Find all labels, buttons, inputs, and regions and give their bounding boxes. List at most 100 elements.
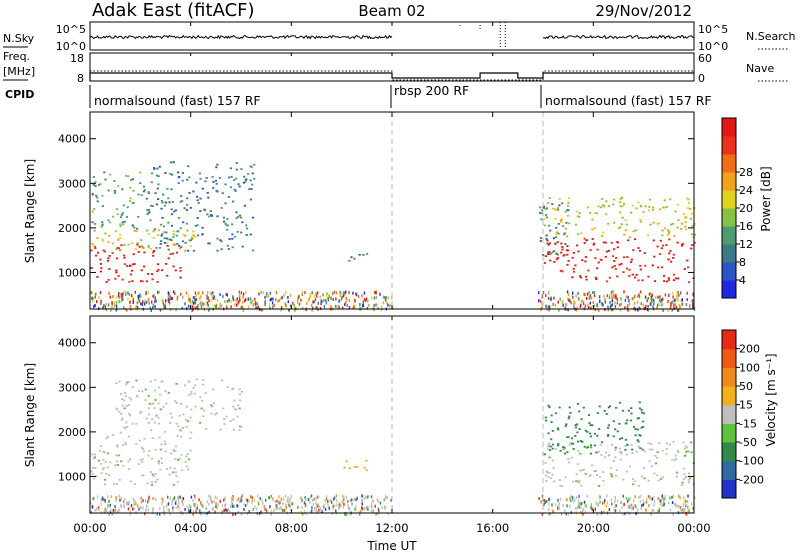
clutter-cell — [175, 499, 177, 503]
echo-cell — [126, 381, 129, 384]
echo-cell — [249, 233, 252, 236]
clutter-cell — [278, 299, 280, 303]
echo-cell — [547, 445, 550, 447]
echo-cell — [677, 451, 680, 454]
clutter-cell — [651, 508, 653, 512]
clutter-cell — [551, 503, 553, 507]
echo-cell — [106, 259, 110, 262]
echo-cell — [115, 208, 119, 210]
echo-cell — [143, 437, 146, 440]
clutter-cell — [91, 497, 94, 501]
echo-cell — [683, 447, 687, 450]
clutter-cell — [585, 504, 587, 508]
clutter-cell — [120, 505, 123, 509]
echo-cell — [647, 209, 650, 212]
clutter-cell — [338, 503, 341, 507]
clutter-cell — [280, 497, 283, 501]
clutter-cell — [269, 292, 271, 296]
echo-cell — [577, 250, 580, 253]
echo-cell — [610, 473, 613, 476]
echo-cell — [200, 407, 203, 410]
clutter-cell — [659, 502, 662, 506]
echo-cell — [172, 161, 175, 164]
echo-cell — [608, 405, 612, 408]
clutter-cell — [330, 296, 332, 300]
echo-cell — [146, 482, 149, 485]
echo-cell — [152, 475, 155, 477]
clutter-cell — [210, 299, 212, 303]
clutter-cell — [377, 507, 380, 511]
clutter-cell — [647, 308, 650, 312]
echo-cell — [569, 442, 572, 444]
clutter-cell — [576, 308, 578, 312]
echo-cell — [546, 471, 549, 474]
echo-cell — [137, 463, 140, 465]
echo-cell — [627, 409, 630, 412]
clutter-cell — [201, 504, 203, 508]
echo-cell — [147, 413, 151, 416]
echo-cell — [189, 416, 192, 419]
echo-cell — [658, 253, 662, 255]
clutter-cell — [366, 506, 368, 510]
clutter-cell — [231, 502, 234, 506]
echo-cell — [653, 280, 657, 282]
power-echo-region-2 — [91, 229, 196, 252]
echo-cell — [184, 241, 187, 244]
echo-cell — [668, 238, 671, 241]
echo-cell — [125, 405, 128, 407]
clutter-cell — [285, 291, 287, 294]
echo-cell — [95, 254, 98, 257]
echo-cell — [194, 384, 197, 387]
echo-cell — [623, 233, 626, 236]
echo-cell — [140, 446, 144, 449]
echo-cell — [101, 238, 104, 241]
echo-cell — [566, 263, 569, 266]
echo-cell — [164, 443, 167, 445]
echo-cell — [206, 213, 209, 216]
clutter-cell — [192, 301, 195, 305]
echo-cell — [139, 182, 142, 185]
power-colorbar-label: Power [dB] — [759, 166, 773, 231]
echo-cell — [551, 430, 554, 432]
echo-cell — [620, 263, 623, 265]
clutter-cell — [262, 291, 264, 295]
echo-cell — [605, 451, 608, 454]
clutter-cell — [312, 306, 314, 310]
clutter-cell — [202, 302, 204, 306]
echo-cell — [126, 206, 129, 209]
clutter-cell — [590, 306, 592, 310]
clutter-cell — [552, 509, 554, 513]
echo-cell — [566, 253, 569, 256]
echo-cell — [642, 211, 645, 213]
echo-cell — [146, 209, 149, 211]
cpid-segment-3-label: normalsound (fast) 157 RF — [545, 93, 712, 108]
echo-cell — [634, 238, 637, 241]
echo-cell — [588, 422, 591, 424]
echo-cell — [565, 249, 568, 252]
echo-cell — [656, 451, 659, 454]
echo-cell — [648, 206, 651, 208]
echo-cell — [561, 246, 564, 248]
echo-cell — [153, 229, 156, 232]
clutter-cell — [587, 303, 589, 307]
echo-cell — [691, 225, 694, 227]
clutter-cell — [110, 495, 112, 499]
echo-cell — [136, 394, 139, 397]
clutter-cell — [211, 508, 213, 512]
clutter-cell — [557, 507, 559, 510]
clutter-cell — [545, 293, 547, 297]
clutter-cell — [291, 502, 293, 506]
clutter-cell — [250, 495, 252, 499]
clutter-cell — [319, 295, 321, 299]
velocity-echo-field — [90, 316, 696, 516]
echo-cell — [252, 216, 255, 219]
echo-cell — [567, 197, 571, 200]
echo-cell — [612, 420, 615, 423]
clutter-cell — [653, 503, 655, 507]
clutter-cell — [177, 504, 179, 508]
clutter-cell — [624, 298, 627, 302]
colorbar-swatch — [722, 244, 736, 263]
clutter-cell — [346, 298, 348, 302]
echo-cell — [674, 454, 677, 457]
clutter-cell — [339, 294, 341, 298]
